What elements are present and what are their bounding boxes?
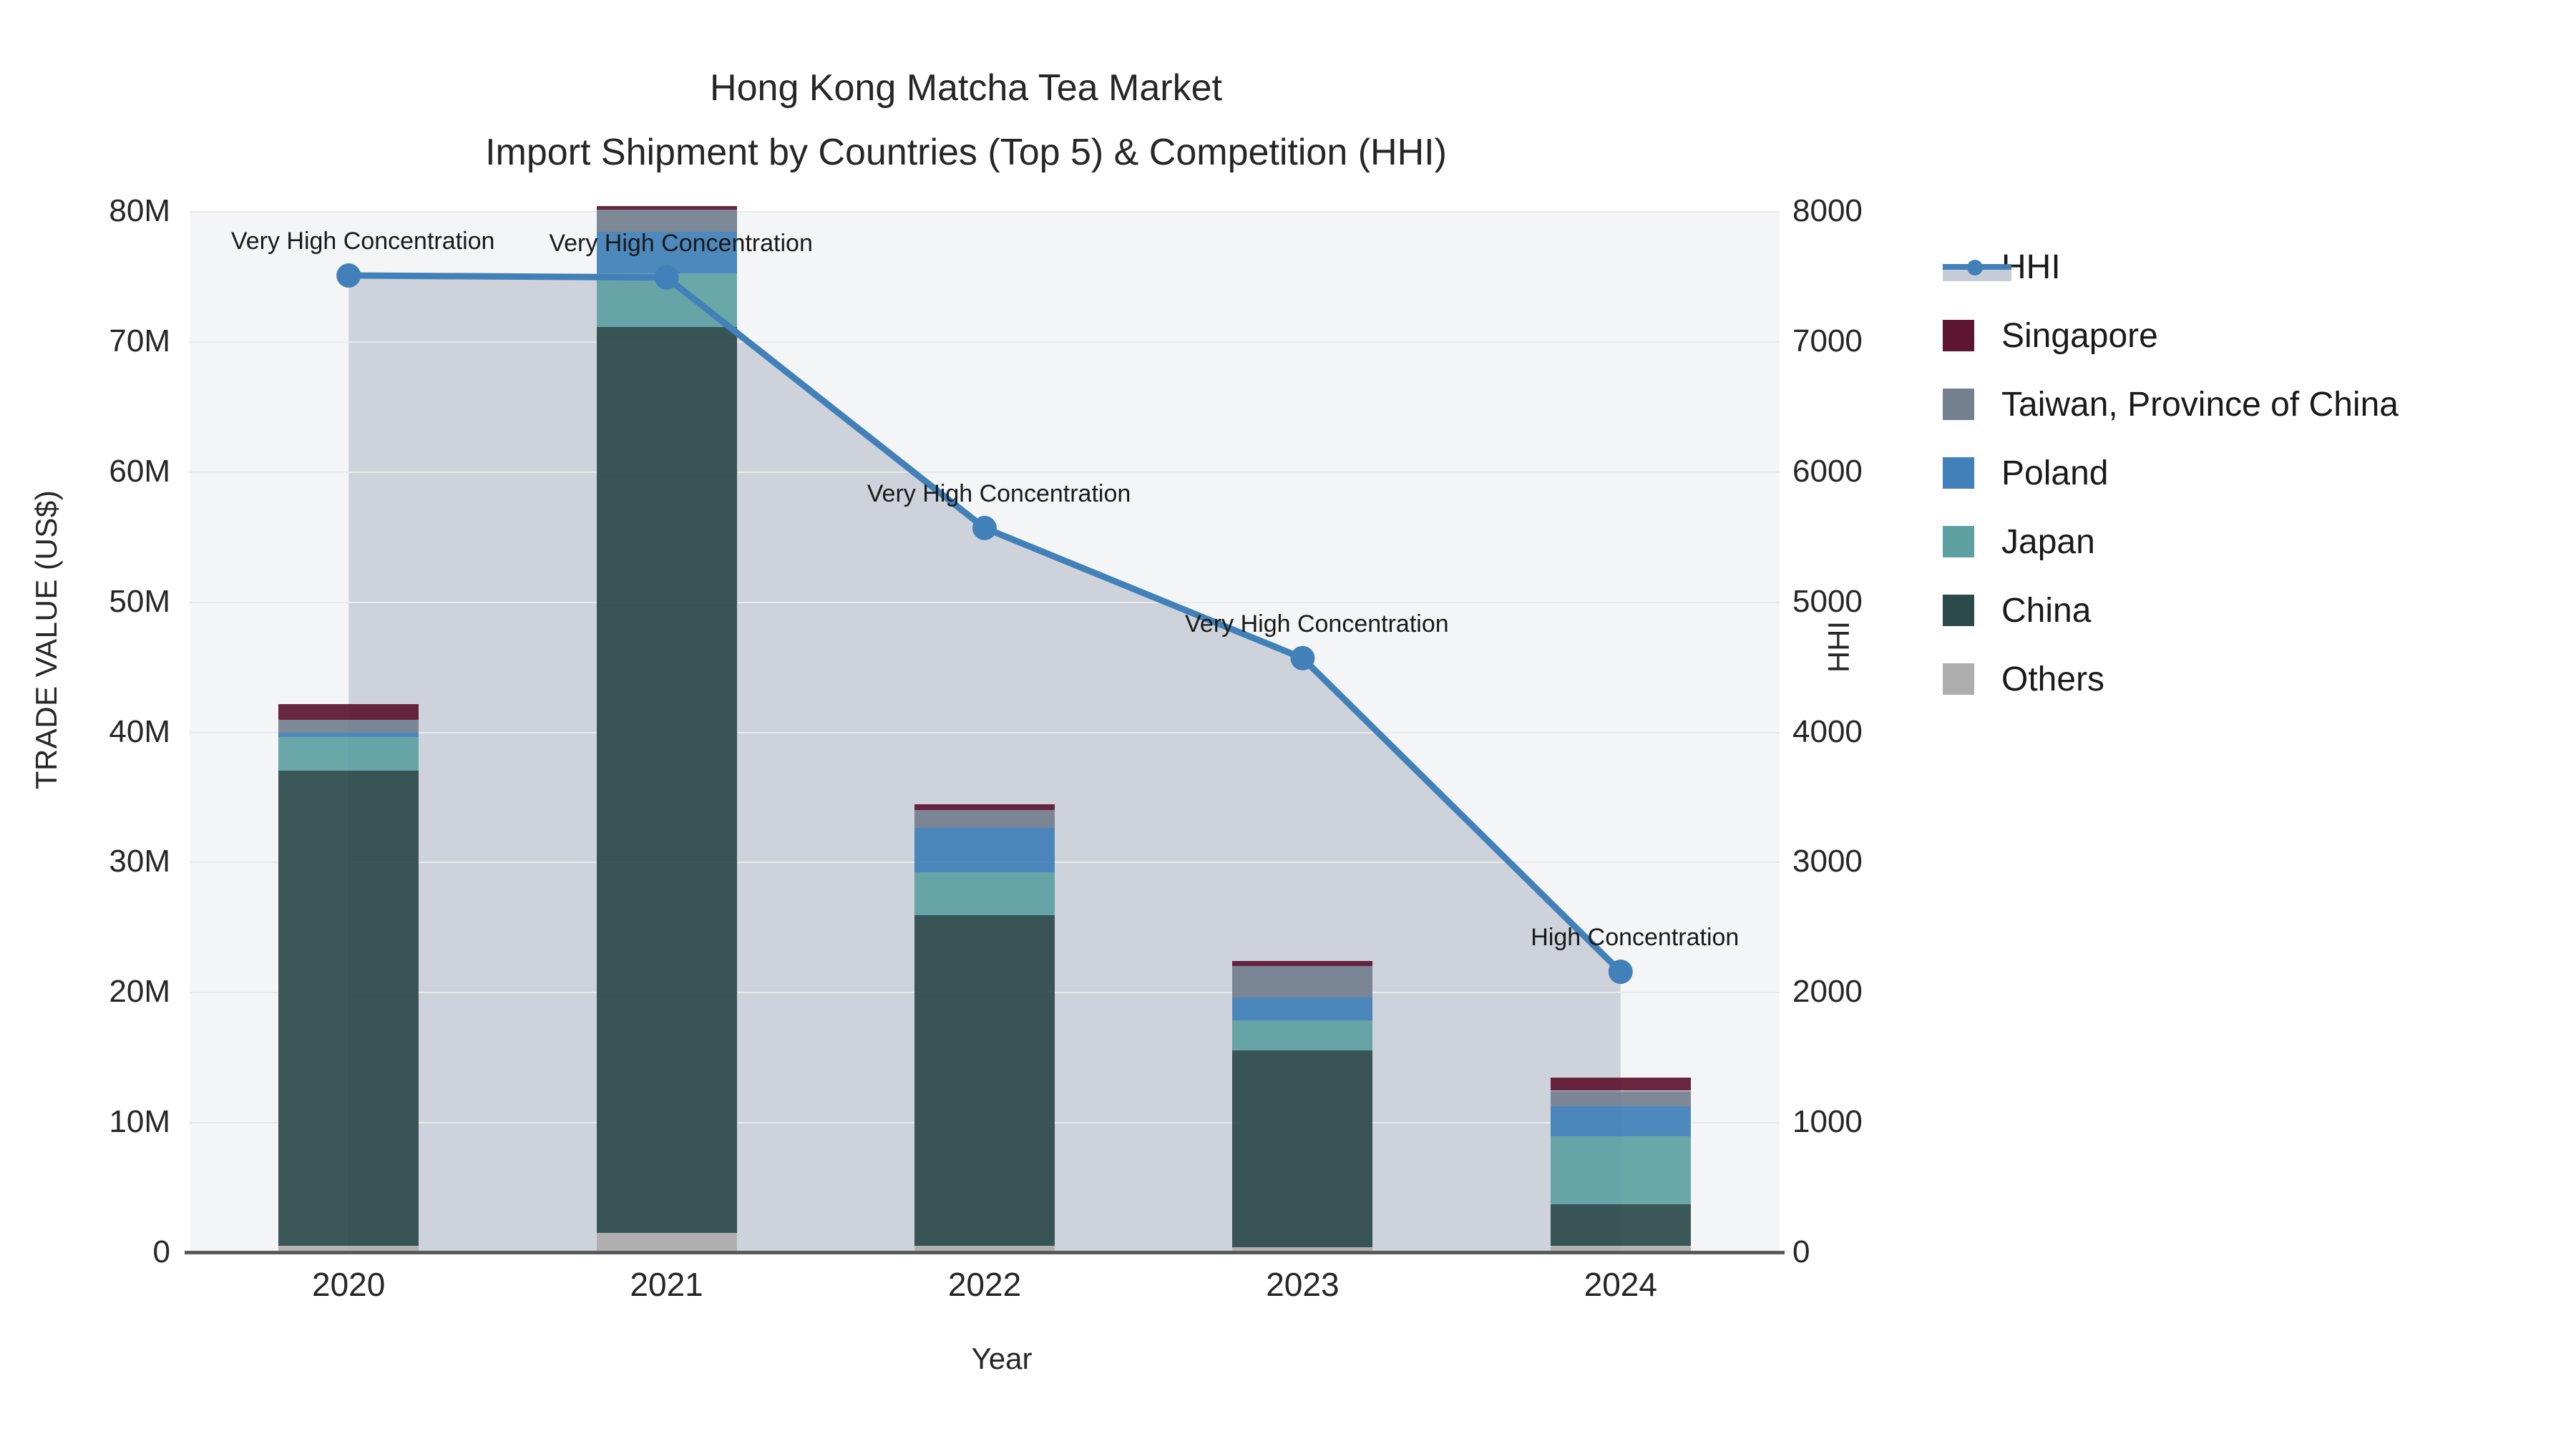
- legend-line-marker: [1943, 251, 2011, 283]
- y-tick-label-right: 8000: [1792, 193, 1863, 228]
- y-tick-label-left: 30M: [109, 844, 170, 879]
- bar-segment[interactable]: [278, 1245, 419, 1252]
- y-tick-label-right: 5000: [1792, 583, 1863, 619]
- x-tick-label: 2022: [947, 1266, 1022, 1303]
- hhi-annotation: Very High Concentration: [230, 228, 495, 255]
- y-axis-ticks-left: 0 10M 20M 30M 40M 50M 60M 70M 80M: [0, 0, 172, 1449]
- bar-segment[interactable]: [596, 1232, 737, 1252]
- legend-item[interactable]: Japan: [1943, 507, 2572, 576]
- legend-item-label: Others: [2001, 660, 2105, 698]
- y-tick-label-right: 4000: [1792, 713, 1863, 749]
- bar-segment[interactable]: [1232, 1050, 1373, 1247]
- bar-segment[interactable]: [914, 828, 1055, 872]
- x-tick-label: 2020: [312, 1266, 386, 1303]
- bar-segment[interactable]: [1232, 965, 1373, 997]
- bar-stack[interactable]: [596, 205, 737, 1252]
- legend-item[interactable]: Poland: [1943, 439, 2572, 507]
- y-tick-label-left: 0: [152, 1234, 170, 1269]
- x-tick-label: 2021: [630, 1266, 703, 1303]
- bar-segment[interactable]: [1550, 1091, 1691, 1107]
- legend-color-swatch: [1943, 320, 1974, 351]
- plot-area: [190, 205, 1780, 1254]
- chart-title-block: Hong Kong Matcha Tea Market Import Shipm…: [0, 56, 1932, 185]
- legend-item[interactable]: Singapore: [1943, 301, 2572, 370]
- y-tick-label-left: 10M: [109, 1104, 170, 1140]
- legend-item[interactable]: HHI: [1943, 233, 2572, 301]
- bar-segment[interactable]: [278, 733, 419, 737]
- bar-segment[interactable]: [278, 720, 419, 733]
- y-tick-label-right: 2000: [1792, 974, 1863, 1010]
- legend-item[interactable]: China: [1943, 576, 2572, 645]
- bar-stack[interactable]: [1232, 211, 1373, 1252]
- chart-title: Hong Kong Matcha Tea Market: [710, 67, 1222, 109]
- bar-stack[interactable]: [914, 211, 1055, 1252]
- hhi-annotation: Very High Concentration: [1185, 610, 1449, 638]
- bar-segment[interactable]: [278, 771, 419, 1246]
- legend-item[interactable]: Others: [1943, 645, 2572, 713]
- bar-segment[interactable]: [1232, 1246, 1373, 1252]
- y-tick-label-left: 50M: [109, 583, 170, 619]
- bar-segment[interactable]: [1550, 1106, 1691, 1137]
- bar-segment[interactable]: [596, 326, 737, 1233]
- bar-segment[interactable]: [1550, 1204, 1691, 1246]
- x-tick-label: 2024: [1584, 1266, 1657, 1303]
- bar-segment[interactable]: [1232, 1020, 1373, 1051]
- bar-segment[interactable]: [914, 872, 1055, 915]
- legend-color-swatch: [1943, 595, 1974, 626]
- gridline: [190, 211, 1780, 213]
- legend-item-label: Poland: [2001, 454, 2109, 492]
- y-tick-label-left: 20M: [109, 974, 170, 1010]
- y-tick-label-left: 80M: [109, 193, 170, 228]
- bar-segment[interactable]: [914, 914, 1055, 1246]
- y-axis-ticks-right: 0 1000 2000 3000 4000 5000 6000 7000 8000: [1792, 0, 1979, 1449]
- legend-color-swatch: [1943, 389, 1974, 420]
- bar-segment[interactable]: [914, 809, 1055, 829]
- legend-item[interactable]: Taiwan, Province of China: [1943, 370, 2572, 439]
- bar-stack[interactable]: [1550, 211, 1691, 1252]
- bar-stack[interactable]: [278, 211, 419, 1252]
- hhi-annotation: Very High Concentration: [867, 479, 1131, 507]
- y-tick-label-right: 0: [1792, 1234, 1810, 1269]
- x-tick-label: 2023: [1266, 1266, 1340, 1303]
- bar-segment[interactable]: [596, 273, 737, 327]
- y-tick-label-left: 70M: [109, 323, 170, 358]
- y-tick-label-right: 6000: [1792, 453, 1863, 489]
- legend-color-swatch: [1943, 663, 1974, 695]
- bar-segment[interactable]: [1232, 997, 1373, 1021]
- y-tick-label-right: 7000: [1792, 323, 1863, 358]
- bar-segment[interactable]: [914, 1245, 1055, 1252]
- bar-segment[interactable]: [1550, 1136, 1691, 1204]
- y-tick-label-left: 60M: [109, 453, 170, 489]
- legend-item-label: Singapore: [2001, 316, 2158, 355]
- bar-segment[interactable]: [596, 205, 737, 210]
- chart-legend: HHI Singapore Taiwan, Province of China Pol…: [1943, 233, 2572, 713]
- bar-segment[interactable]: [1550, 1078, 1691, 1091]
- bar-segment[interactable]: [914, 804, 1055, 810]
- legend-item-label: Taiwan, Province of China: [2001, 385, 2399, 424]
- x-axis-line: [185, 1251, 1785, 1254]
- bar-segment[interactable]: [1232, 960, 1373, 966]
- x-axis-label: Year: [971, 1342, 1033, 1375]
- chart-subtitle: Import Shipment by Countries (Top 5) & C…: [485, 132, 1447, 173]
- y-tick-label-right: 1000: [1792, 1104, 1863, 1140]
- bar-segment[interactable]: [278, 704, 419, 721]
- hhi-annotation: Very High Concentration: [549, 229, 813, 257]
- legend-item-label: China: [2001, 591, 2092, 630]
- y-tick-label-left: 40M: [109, 713, 170, 749]
- legend-color-swatch: [1943, 457, 1974, 489]
- legend-color-swatch: [1943, 526, 1974, 557]
- hhi-annotation: High Concentration: [1531, 924, 1740, 952]
- bar-segment[interactable]: [1550, 1245, 1691, 1252]
- legend-item-label: Japan: [2001, 522, 2095, 561]
- y-tick-label-right: 3000: [1792, 844, 1863, 879]
- bar-segment[interactable]: [596, 210, 737, 233]
- bar-segment[interactable]: [278, 736, 419, 771]
